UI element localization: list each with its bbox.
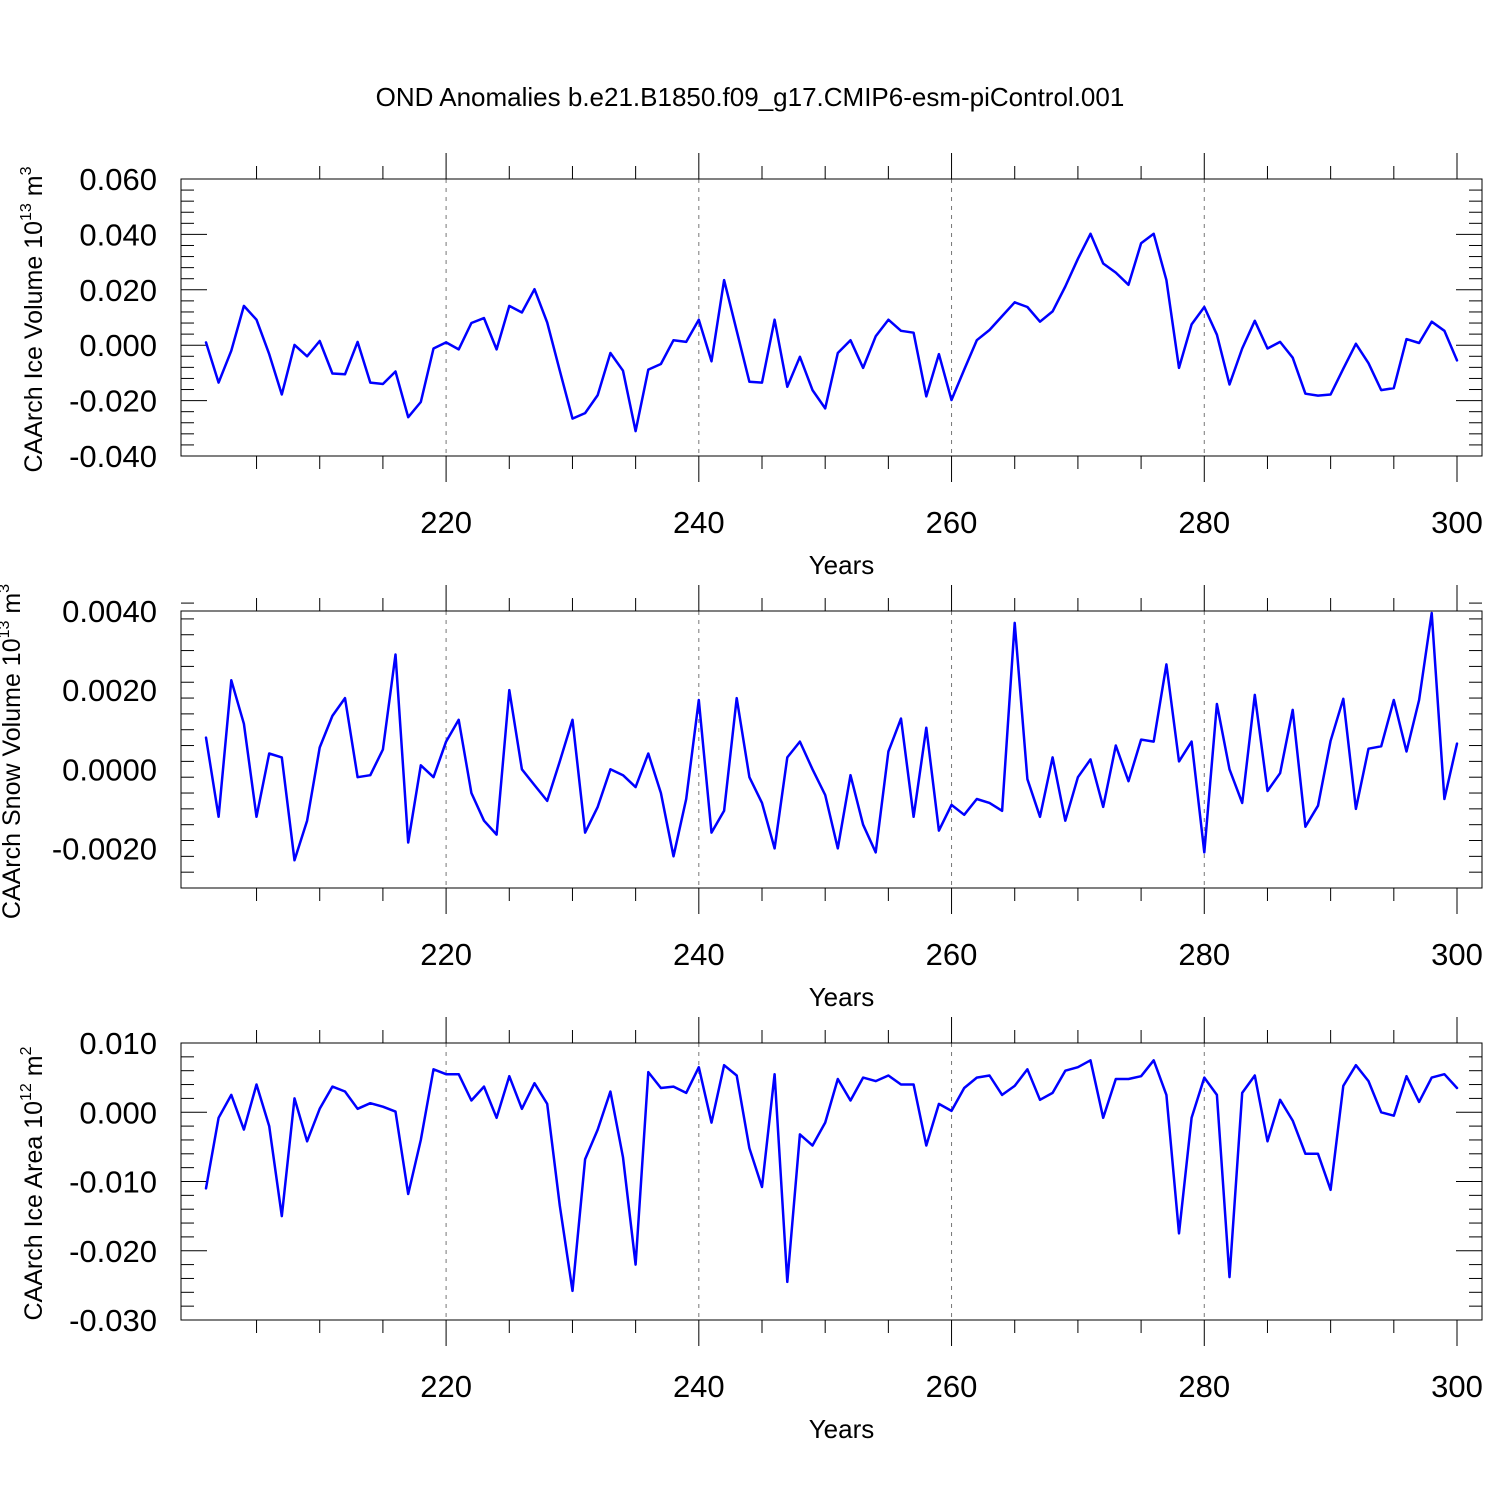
y-axis-label-text: CAArch Snow Volume 10 — [0, 638, 26, 919]
x-tick-label: 300 — [1431, 937, 1483, 972]
x-tick-label: 260 — [926, 937, 978, 972]
y-axis-label-exponent: 13 — [18, 203, 35, 221]
series-line-snow-volume — [204, 611, 1459, 862]
plot-frame — [180, 1042, 1483, 1321]
y-tick-label: -0.010 — [69, 1165, 157, 1200]
x-tick-label: 280 — [1178, 1369, 1230, 1404]
y-axis-label-exponent: 13 — [0, 620, 13, 638]
plot-frame — [180, 178, 1483, 457]
y-tick-label: 0.060 — [79, 162, 157, 197]
y-axis-label-exponent: 12 — [18, 1083, 35, 1101]
x-tick-label: 220 — [420, 937, 472, 972]
x-tick-label: 240 — [673, 505, 725, 540]
y-tick-label: 0.0000 — [62, 752, 157, 787]
y-axis-label: CAArch Ice Area 1012 m2 — [18, 1046, 48, 1320]
x-tick-label: 220 — [420, 505, 472, 540]
series-line-ice-volume — [204, 232, 1459, 433]
y-tick-label: 0.0020 — [62, 673, 157, 708]
x-tick-label: 240 — [673, 1369, 725, 1404]
y-axis-label-exponent: 3 — [0, 584, 13, 593]
y-axis-label-text: CAArch Ice Area 10 — [20, 1101, 48, 1321]
x-tick-label: 220 — [420, 1369, 472, 1404]
y-axis-label-exponent: 3 — [18, 166, 35, 175]
y-tick-label: -0.030 — [69, 1303, 157, 1338]
x-tick-label: 260 — [926, 1369, 978, 1404]
y-axis-label: CAArch Ice Volume 1013 m3 — [18, 166, 48, 472]
x-axis-label: Years — [809, 982, 875, 1012]
x-axis-label: Years — [809, 550, 875, 580]
x-tick-label: 280 — [1178, 505, 1230, 540]
y-tick-label: -0.020 — [69, 1234, 157, 1269]
x-tick-label: 240 — [673, 937, 725, 972]
x-tick-label: 260 — [926, 505, 978, 540]
plot-frame — [180, 610, 1483, 889]
y-axis-label-text: m — [20, 1055, 48, 1083]
x-axis-label: Years — [809, 1414, 875, 1444]
y-axis-label: CAArch Snow Volume 1013 m3 — [0, 584, 26, 919]
y-tick-label: 0.000 — [79, 1095, 157, 1130]
y-tick-label: 0.040 — [79, 217, 157, 252]
y-tick-label: 0.000 — [79, 328, 157, 363]
y-tick-label: -0.0020 — [52, 831, 157, 866]
y-axis-label-text: m — [0, 593, 26, 621]
y-tick-label: 0.020 — [79, 273, 157, 308]
figure-title: OND Anomalies b.e21.B1850.f09_g17.CMIP6-… — [376, 82, 1125, 112]
chart-panel-ice-area: -0.030 -0.020 -0.010 0.000 0.010 220 240 260 280… — [18, 1017, 1483, 1444]
y-tick-label: 0.010 — [79, 1026, 157, 1061]
x-tick-label: 300 — [1431, 1369, 1483, 1404]
x-tick-label: 280 — [1178, 937, 1230, 972]
chart-panel-ice-volume: -0.040 -0.020 0.000 0.020 0.040 0.060 220 240 26… — [18, 153, 1483, 580]
y-tick-label: -0.040 — [69, 439, 157, 474]
y-axis-label-text: CAArch Ice Volume 10 — [20, 221, 48, 473]
y-axis-label-exponent: 2 — [18, 1046, 35, 1055]
series-line-ice-area — [204, 1059, 1459, 1293]
x-tick-label: 300 — [1431, 505, 1483, 540]
y-tick-label: 0.0040 — [62, 594, 157, 629]
y-axis-label-text: m — [20, 175, 48, 203]
y-tick-label: -0.020 — [69, 384, 157, 419]
chart-panel-snow-volume: -0.0020 0.0000 0.0020 0.0040 220 240 260 280 300… — [0, 584, 1483, 1012]
